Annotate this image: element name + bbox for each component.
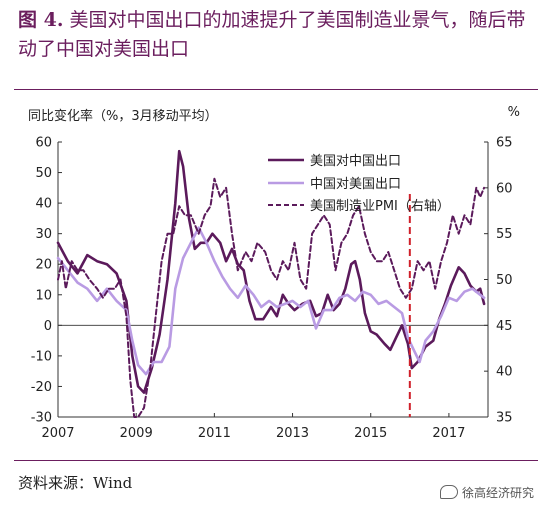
- x-tick-label: 2011: [198, 426, 231, 441]
- left-y-tick-label: 60: [35, 136, 52, 151]
- top-rule: [14, 89, 538, 90]
- right-y-tick-label: 65: [496, 136, 513, 151]
- right-y-tick-label: 35: [496, 411, 513, 426]
- left-y-tick-label: -10: [31, 349, 52, 364]
- x-tick-label: 2017: [432, 426, 465, 441]
- left-y-tick-label: 50: [35, 166, 52, 181]
- left-y-tick-label: 30: [35, 227, 52, 242]
- legend-label-3: 美国制造业PMI（右轴）: [310, 199, 450, 214]
- x-tick-label: 2007: [41, 426, 74, 441]
- x-tick-label: 2013: [276, 426, 309, 441]
- figure-number: 图 4.: [18, 9, 64, 31]
- right-y-tick-label: 50: [496, 273, 513, 288]
- left-y-tick-label: -30: [31, 411, 52, 426]
- series-line-1: [56, 149, 486, 394]
- legend-label-2: 中国对美国出口: [310, 177, 401, 192]
- wechat-icon: [439, 485, 458, 499]
- left-y-tick-label: 0: [44, 319, 52, 334]
- left-axis-label: 同比变化率（%，3月移动平均）: [28, 109, 218, 124]
- left-y-tick-label: -20: [31, 380, 52, 395]
- left-y-tick-label: 40: [35, 197, 52, 212]
- source-note: 资料来源：Wind: [18, 474, 133, 492]
- x-tick-label: 2009: [120, 426, 153, 441]
- watermark: 徐高经济研究: [439, 484, 534, 501]
- x-tick-label: 2015: [354, 426, 387, 441]
- chart-title: 图 4. 美国对中国出口的加速提升了美国制造业景气，随后带动了中国对美国出口: [18, 6, 538, 64]
- watermark-text: 徐高经济研究: [461, 486, 534, 500]
- left-y-tick-label: 20: [35, 258, 52, 273]
- right-y-tick-label: 40: [496, 365, 513, 380]
- series-line-2: [56, 226, 486, 376]
- right-axis-label: %: [507, 105, 520, 120]
- right-y-tick-label: 55: [496, 227, 513, 242]
- right-y-tick-label: 45: [496, 319, 513, 334]
- bottom-rule: [14, 460, 538, 461]
- title-text: 美国对中国出口的加速提升了美国制造业景气，随后带动了中国对美国出口: [18, 9, 526, 60]
- left-y-tick-label: 10: [35, 288, 52, 303]
- legend-label-1: 美国对中国出口: [310, 154, 401, 169]
- right-y-tick-label: 60: [496, 181, 513, 196]
- series-line-3: [57, 177, 486, 418]
